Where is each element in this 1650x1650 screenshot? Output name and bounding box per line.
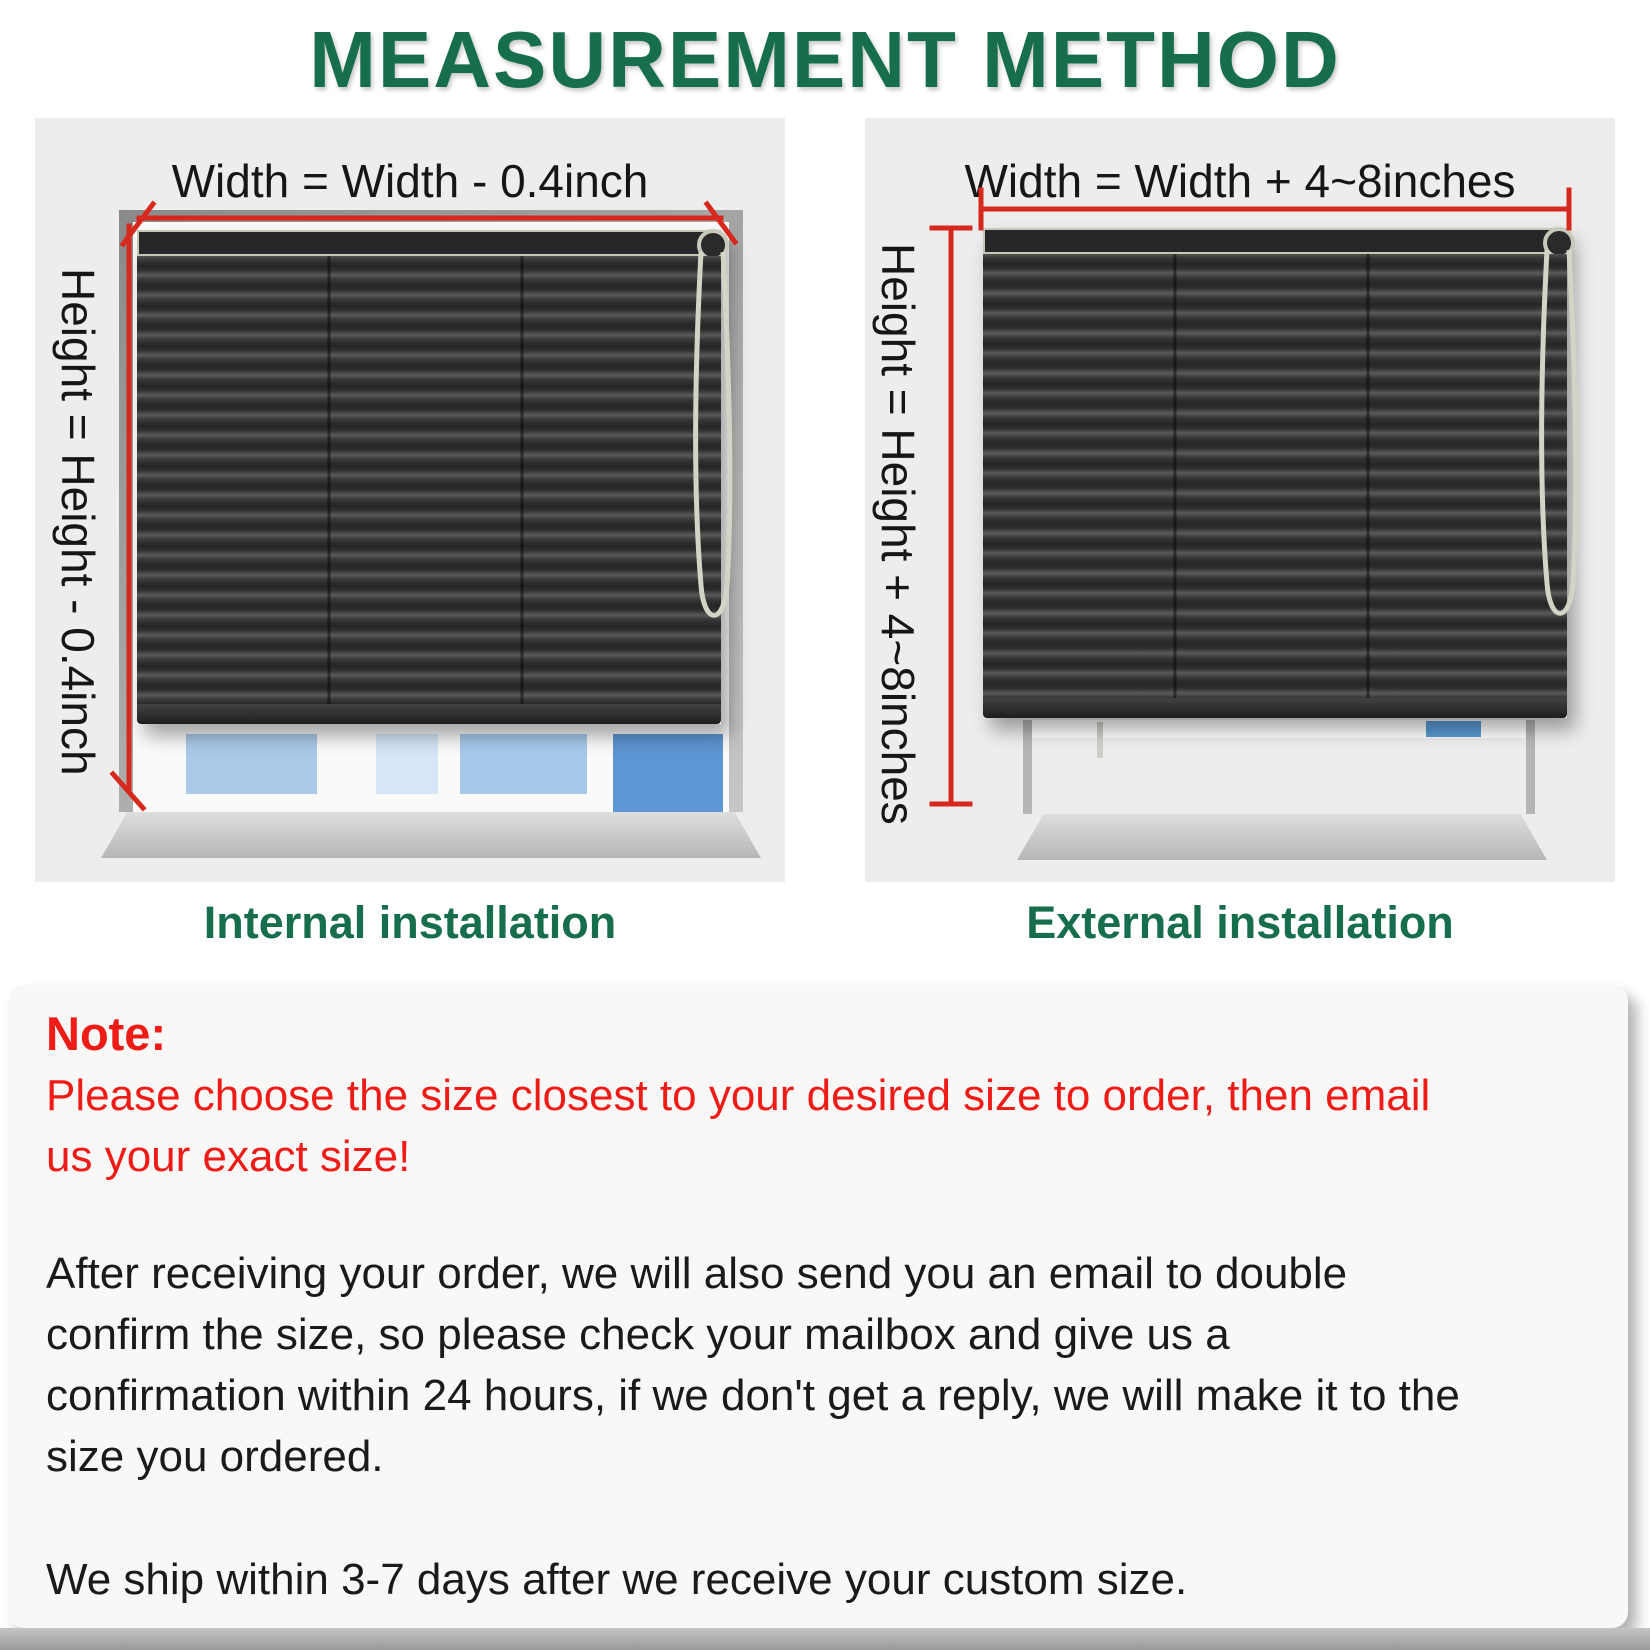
blind-bottom-rail xyxy=(983,698,1567,718)
bottom-shadow-strip xyxy=(0,1628,1650,1650)
window-pane xyxy=(1426,721,1481,737)
window-sill xyxy=(1017,814,1547,860)
measurement-arrows-internal xyxy=(109,200,739,812)
note-heading: Note: xyxy=(46,1007,167,1060)
window-pane xyxy=(186,734,317,794)
blind-cord-icon xyxy=(693,252,733,618)
note-red-text: Please choose the size closest to your d… xyxy=(46,1071,1431,1181)
window-pane xyxy=(376,734,438,794)
window-ledge xyxy=(1023,720,1535,738)
internal-width-formula: Width = Width - 0.4inch xyxy=(171,155,649,207)
venetian-blind-illustration xyxy=(983,227,1579,718)
internal-installation-caption: Internal installation xyxy=(203,897,617,948)
external-height-formula: Height = Height + 4~8inches xyxy=(872,243,924,825)
page-title: MEASUREMENT METHOD xyxy=(309,15,1341,104)
internal-installation-panel: Width = Width - 0.4inch Height = Height … xyxy=(35,118,785,882)
note-shipping-text: We ship within 3-7 days after we receive… xyxy=(46,1555,1188,1604)
blind-cord-icon xyxy=(1539,250,1579,616)
window-pane xyxy=(460,734,587,794)
blind-bottom-rail xyxy=(137,704,721,724)
note-card: Note: Please choose the size closest to … xyxy=(8,985,1628,1628)
external-installation-panel: Width = Width + 4~8inches Height = Heigh… xyxy=(865,118,1615,882)
blind-slats xyxy=(137,256,721,704)
measure-tick-icon xyxy=(703,200,739,246)
note-body-text: After receiving your order, we will also… xyxy=(46,1249,1460,1481)
measurement-arrows-external xyxy=(929,187,1572,807)
internal-height-formula: Height = Height - 0.4inch xyxy=(52,268,104,776)
blind-headrail xyxy=(137,229,729,261)
window-pane xyxy=(613,734,723,820)
measure-tick-icon xyxy=(109,770,147,812)
external-width-formula: Width = Width + 4~8inches xyxy=(964,155,1516,207)
blind-wand xyxy=(1097,722,1103,758)
blind-slats xyxy=(983,254,1567,698)
window-jamb xyxy=(1526,720,1535,814)
venetian-blind-illustration xyxy=(137,229,733,724)
window-jamb xyxy=(1023,720,1032,814)
blind-headrail xyxy=(983,227,1575,259)
window-sill xyxy=(101,812,761,858)
external-installation-caption: External installation xyxy=(1026,897,1454,948)
